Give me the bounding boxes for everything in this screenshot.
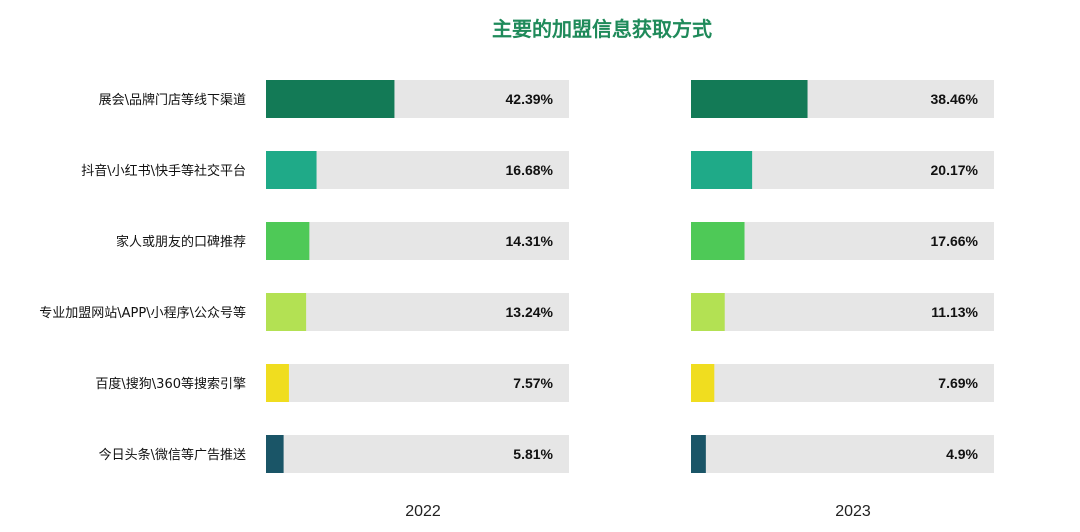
bar xyxy=(691,151,753,189)
bar-track xyxy=(691,293,994,331)
data-label: 14.31% xyxy=(506,233,554,249)
year-label: 2023 xyxy=(835,503,871,520)
bar-track xyxy=(266,222,569,260)
data-label: 11.13% xyxy=(931,304,978,320)
panel-2022: 42.39% 16.68% 14.31% 13.24% 7.57% 5.81% 2022 xyxy=(266,80,569,520)
category-label: 抖音\小红书\快手等社交平台 xyxy=(81,163,246,179)
category-label: 百度\搜狗\360等搜索引擎 xyxy=(95,376,246,392)
bar-track xyxy=(691,435,994,473)
bar xyxy=(266,151,317,189)
data-label: 20.17% xyxy=(931,162,979,178)
data-label: 7.57% xyxy=(513,375,553,391)
data-label: 13.24% xyxy=(506,304,554,320)
bar xyxy=(691,222,745,260)
data-label: 16.68% xyxy=(506,162,554,178)
category-label: 专业加盟网站\APP\小程序\公众号等 xyxy=(39,305,246,321)
bar xyxy=(691,364,715,402)
bar xyxy=(266,222,310,260)
bar xyxy=(691,435,706,473)
data-label: 17.66% xyxy=(931,233,979,249)
bar-track xyxy=(266,364,569,402)
bar-track xyxy=(266,293,569,331)
data-label: 5.81% xyxy=(513,446,553,462)
category-label: 展会\品牌门店等线下渠道 xyxy=(99,92,246,108)
category-label: 家人或朋友的口碑推荐 xyxy=(116,234,246,250)
data-label: 42.39% xyxy=(506,91,554,107)
bar-track xyxy=(266,435,569,473)
chart-panels: 42.39% 16.68% 14.31% 13.24% 7.57% 5.81% 2022 38… xyxy=(266,80,994,520)
data-label: 4.9% xyxy=(946,446,978,462)
bar xyxy=(691,80,808,118)
category-label: 今日头条\微信等广告推送 xyxy=(99,447,246,463)
year-label: 2022 xyxy=(405,503,441,520)
panel-2023: 38.46% 20.17% 17.66% 11.13% 7.69% 4.9% 2023 xyxy=(691,80,994,520)
data-label: 7.69% xyxy=(938,375,978,391)
bar xyxy=(266,80,395,118)
data-label: 38.46% xyxy=(931,91,979,107)
chart-title: 主要的加盟信息获取方式 xyxy=(492,17,712,41)
bar-track xyxy=(691,364,994,402)
bar xyxy=(266,435,284,473)
bar xyxy=(691,293,725,331)
bar xyxy=(266,293,307,331)
bar xyxy=(266,364,289,402)
category-labels: 展会\品牌门店等线下渠道抖音\小红书\快手等社交平台家人或朋友的口碑推荐专业加盟… xyxy=(39,92,246,463)
